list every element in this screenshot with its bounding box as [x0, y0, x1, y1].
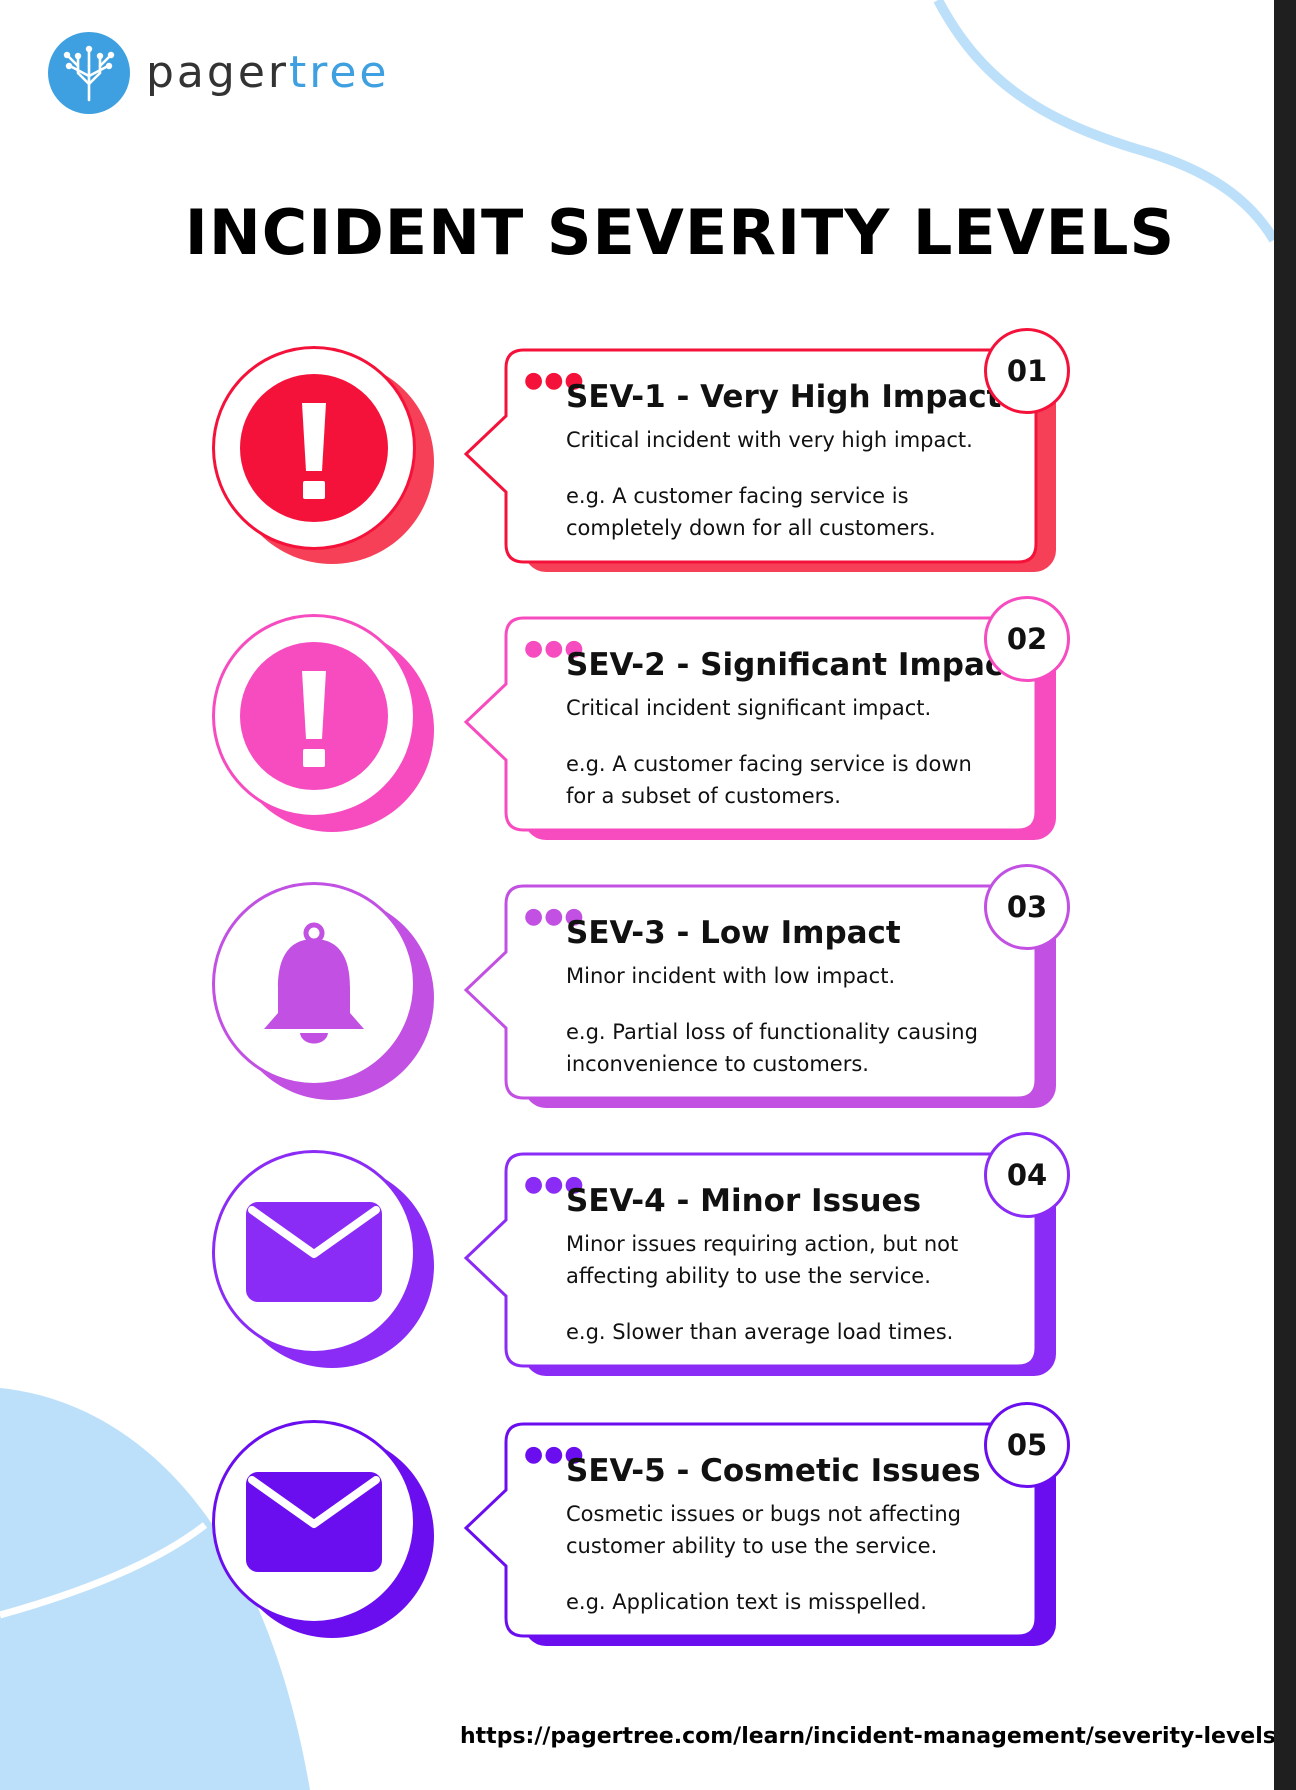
severity-number: 01 — [984, 328, 1070, 414]
dots-icon: ●●● — [524, 636, 585, 661]
tree-circuit-icon — [48, 32, 130, 114]
severity-icon-badge — [212, 614, 434, 832]
brand-name: pagertree — [146, 51, 390, 95]
severity-item: ●●● SEV-3 - Low Impact Minor incident with… — [0, 864, 1274, 1124]
severity-icon-badge — [212, 1420, 434, 1638]
brand-name-part2: tree — [288, 47, 390, 98]
envelope-icon — [212, 1150, 416, 1354]
dots-icon: ●●● — [524, 904, 585, 929]
severity-description: Critical incident significant impact. — [566, 696, 932, 720]
severity-title: SEV-1 - Very High Impact — [566, 379, 1002, 415]
severity-description: Cosmetic issues or bugs not affecting cu… — [566, 1502, 962, 1558]
severity-item: ●●● SEV-1 - Very High Impact Critical inci… — [0, 328, 1274, 588]
severity-icon-badge — [212, 882, 434, 1100]
footer-url[interactable]: https://pagertree.com/learn/incident-man… — [460, 1724, 1274, 1749]
dots-icon: ●●● — [524, 1172, 585, 1197]
severity-item: ●●● SEV-2 - Significant Impact Critical in… — [0, 596, 1274, 856]
severity-item: ●●● SEV-4 - Minor Issues Minor issues requ… — [0, 1132, 1274, 1392]
severity-number: 03 — [984, 864, 1070, 950]
severity-number: 02 — [984, 596, 1070, 682]
brand-logo[interactable]: pagertree — [48, 32, 390, 114]
severity-number: 05 — [984, 1402, 1070, 1488]
severity-description: Minor issues requiring action, but not a… — [566, 1232, 959, 1288]
bell-icon — [212, 882, 416, 1086]
severity-item: ●●● SEV-5 - Cosmetic Issues Cosmetic issue… — [0, 1402, 1274, 1662]
dots-icon: ●●● — [524, 1442, 585, 1467]
severity-number: 04 — [984, 1132, 1070, 1218]
dots-icon: ●●● — [524, 368, 585, 393]
severity-title: SEV-3 - Low Impact — [566, 915, 901, 951]
severity-title: SEV-4 - Minor Issues — [566, 1183, 922, 1219]
severity-title: SEV-2 - Significant Impact — [566, 647, 1019, 683]
exclamation-icon — [212, 346, 416, 550]
severity-example: e.g. Partial loss of functionality causi… — [566, 1020, 978, 1076]
severity-example: e.g. A customer facing service is down f… — [566, 752, 972, 808]
brand-name-part1: pager — [146, 47, 289, 98]
severity-description: Critical incident with very high impact. — [566, 428, 973, 452]
page-title: INCIDENT SEVERITY LEVELS — [184, 196, 1176, 269]
severity-example: e.g. Slower than average load times. — [566, 1320, 954, 1344]
severity-title: SEV-5 - Cosmetic Issues — [566, 1453, 981, 1489]
exclamation-icon — [212, 614, 416, 818]
severity-icon-badge — [212, 1150, 434, 1368]
envelope-icon — [212, 1420, 416, 1624]
severity-example: e.g. A customer facing service is comple… — [566, 484, 936, 540]
severity-icon-badge — [212, 346, 434, 564]
severity-example: e.g. Application text is misspelled. — [566, 1590, 927, 1614]
severity-description: Minor incident with low impact. — [566, 964, 896, 988]
